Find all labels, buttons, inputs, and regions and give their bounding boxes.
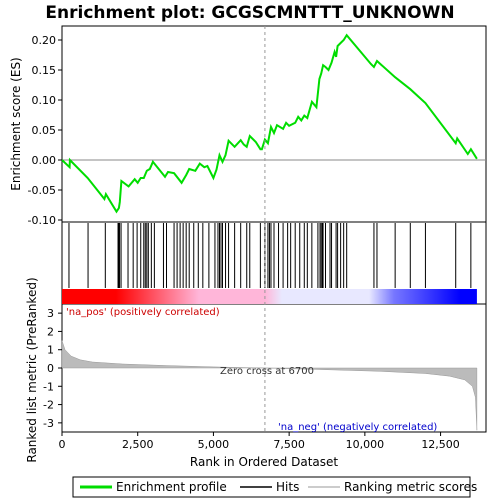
es-y-tick-label-1: -0.05 xyxy=(28,184,56,197)
metric-y-tick-label-1: 2 xyxy=(47,325,54,338)
metric-y-tick-label-4: -1 xyxy=(43,380,54,393)
metric-y-tick-label-6: -3 xyxy=(43,417,54,430)
legend-label-ranking-metric: Ranking metric scores xyxy=(344,480,477,494)
legend-label-enrichment-profile: Enrichment profile xyxy=(116,480,227,494)
legend: Enrichment profile Hits Ranking metric s… xyxy=(72,476,477,498)
x-tick-label-1: 2,500 xyxy=(122,438,154,451)
zero-cross-label: Zero cross at 6700 xyxy=(220,366,314,377)
neg-correlated-label: 'na_neg' (negatively correlated) xyxy=(278,422,437,433)
x-tick-label-5: 12,500 xyxy=(421,438,460,451)
hits-layer xyxy=(62,223,477,304)
es-axis-label: Enrichment score (ES) xyxy=(9,57,23,190)
x-axis-label: Rank in Ordered Dataset xyxy=(190,455,338,469)
es-y-tick-label-6: 0.20 xyxy=(32,34,57,47)
axis-layer: -0.10 -0.05 0.00 0.05 0.10 0.15 0.20 3 2 1 0 -1 -2 -3… xyxy=(28,34,460,451)
chart-title: Enrichment plot: GCGSCMNTTT_UNKNOWN xyxy=(45,3,454,23)
legend-label-hits: Hits xyxy=(276,480,299,494)
x-tick-label-4: 10,000 xyxy=(346,438,385,451)
es-panel-frame xyxy=(61,25,487,223)
es-y-tick-label-4: 0.10 xyxy=(32,94,57,107)
es-y-tick-label-0: -0.10 xyxy=(28,214,56,227)
metric-y-tick-label-0: 3 xyxy=(47,307,54,320)
x-tick-label-0: 0 xyxy=(59,438,66,451)
es-y-tick-label-3: 0.05 xyxy=(32,124,57,137)
metric-layer xyxy=(61,26,478,432)
ranking-color-bar xyxy=(62,289,477,304)
x-tick-label-3: 7,500 xyxy=(273,438,305,451)
metric-y-tick-label-5: -2 xyxy=(43,399,54,412)
es-y-tick-label-5: 0.15 xyxy=(32,64,57,77)
ranking-metric-area xyxy=(61,340,478,431)
es-layer xyxy=(61,33,486,214)
metric-y-tick-label-3: 0 xyxy=(47,362,54,375)
metric-y-tick-label-2: 1 xyxy=(47,344,54,357)
es-y-tick-label-2: 0.00 xyxy=(32,154,57,167)
pos-correlated-label: 'na_pos' (positively correlated) xyxy=(66,307,220,318)
enrichment-profile-line xyxy=(61,33,478,214)
x-tick-label-2: 5,000 xyxy=(198,438,230,451)
metric-axis-label: Ranked list metric (PreRanked) xyxy=(25,277,39,462)
